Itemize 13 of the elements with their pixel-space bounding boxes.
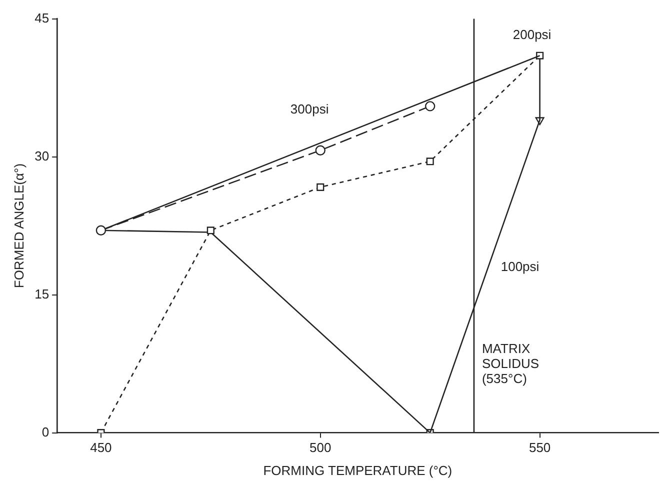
x-tick-label: 500 <box>310 440 332 456</box>
y-tick-label: 45 <box>34 10 50 26</box>
y-tick-label: 30 <box>34 148 50 164</box>
x-axis-title: FORMING TEMPERATURE (°C) <box>263 462 452 478</box>
annotation: 200psi <box>512 26 552 42</box>
x-tick-label: 550 <box>528 440 551 456</box>
x-tick-label: 450 <box>90 440 112 456</box>
annotation: 300psi <box>290 101 329 116</box>
ref-line-label: MATRIX SOLIDUS (535°C) <box>482 340 540 386</box>
y-axis-title: FORMED ANGLE(α°) <box>11 163 26 288</box>
annotation: 100psi <box>500 258 540 274</box>
y-tick-label: 0 <box>42 424 50 440</box>
y-tick-label: 15 <box>34 286 50 302</box>
